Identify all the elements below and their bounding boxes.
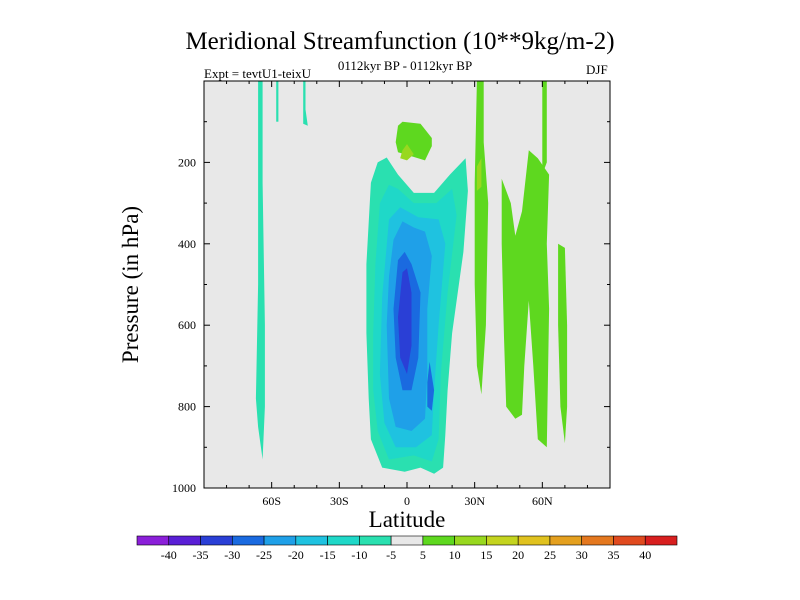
colorbar-swatch <box>231 535 265 546</box>
colorbar-label: -30 <box>224 548 240 562</box>
colorbar-swatch <box>422 535 455 546</box>
colorbar-label: -25 <box>256 548 272 562</box>
chart-subtitle: 0112kyr BP - 0112kyr BP <box>337 58 473 73</box>
colorbar-labels: -40 -35 -30 -25 -20 -15 -10 -5 5 10 15 20 25 30 35 40 <box>161 548 651 562</box>
x-axis-title: Latitude <box>369 507 446 532</box>
y-tick-label: 400 <box>178 237 196 251</box>
colorbar-label: -20 <box>288 548 304 562</box>
contour-region-neg-5-sh-strip <box>255 81 265 460</box>
colorbar-label: 40 <box>639 548 651 562</box>
colorbar <box>136 535 678 546</box>
y-axis-title: Pressure (in hPa) <box>118 206 143 363</box>
colorbar-label: 15 <box>480 548 492 562</box>
contour-region-pos-5-70n <box>558 243 568 444</box>
y-tick-label: 1000 <box>172 481 196 495</box>
contour-region-pos-5-40n <box>501 150 550 448</box>
colorbar-swatch <box>168 535 201 546</box>
contour-region-pos-10-30n <box>476 158 482 191</box>
axis-tick-labels: 60S 30S 0 30N 60N 200 400 600 800 1000 <box>172 155 553 508</box>
contour-region-pos-5-30n-strip <box>474 81 489 395</box>
colorbar-label: 35 <box>607 548 619 562</box>
colorbar-swatch <box>486 535 519 546</box>
contour-region-neg-30 <box>398 268 412 374</box>
contour-region-neg-5-sh-short <box>303 81 308 126</box>
y-tick-label: 200 <box>178 155 196 169</box>
y-tick-label: 600 <box>178 318 196 332</box>
x-tick-label: 60S <box>262 494 281 508</box>
experiment-label: Expt = tevtU1-teixU <box>204 66 311 81</box>
y-tick-label: 800 <box>178 400 196 414</box>
season-label: DJF <box>586 62 608 77</box>
colorbar-swatch <box>644 535 678 546</box>
chart-title: Meridional Streamfunction (10**9kg/m-2) <box>185 28 615 55</box>
colorbar-swatch <box>263 535 297 546</box>
colorbar-swatch <box>517 535 551 546</box>
contour-region-neg-5-sh-thin <box>276 81 279 122</box>
colorbar-swatch <box>200 535 233 546</box>
colorbar-swatch <box>327 535 360 546</box>
colorbar-swatch <box>581 535 614 546</box>
contour-region-pos-10-upper <box>400 144 414 161</box>
colorbar-label: 20 <box>512 548 524 562</box>
colorbar-label: -40 <box>161 548 177 562</box>
colorbar-label: 25 <box>544 548 556 562</box>
colorbar-label: 30 <box>576 548 588 562</box>
colorbar-label: 10 <box>449 548 461 562</box>
colorbar-swatch <box>295 535 328 546</box>
axis-ticks <box>204 81 610 489</box>
colorbar-label: -15 <box>320 548 336 562</box>
contour-region-pos-5-60n-thin <box>542 81 547 175</box>
contour-region-neg-25-lower <box>427 361 435 411</box>
x-tick-label: 60N <box>532 494 553 508</box>
x-tick-label: 30S <box>330 494 349 508</box>
x-tick-label: 0 <box>404 494 410 508</box>
colorbar-label: -35 <box>193 548 209 562</box>
colorbar-swatch <box>359 535 392 546</box>
colorbar-label: -5 <box>386 548 396 562</box>
colorbar-label: 5 <box>420 548 426 562</box>
contour-regions <box>255 81 568 474</box>
colorbar-swatch <box>390 535 424 546</box>
colorbar-swatch <box>549 535 583 546</box>
x-tick-label: 30N <box>464 494 485 508</box>
colorbar-label: -10 <box>351 548 367 562</box>
colorbar-swatch <box>613 535 646 546</box>
colorbar-swatch <box>136 535 170 546</box>
colorbar-swatch <box>454 535 487 546</box>
